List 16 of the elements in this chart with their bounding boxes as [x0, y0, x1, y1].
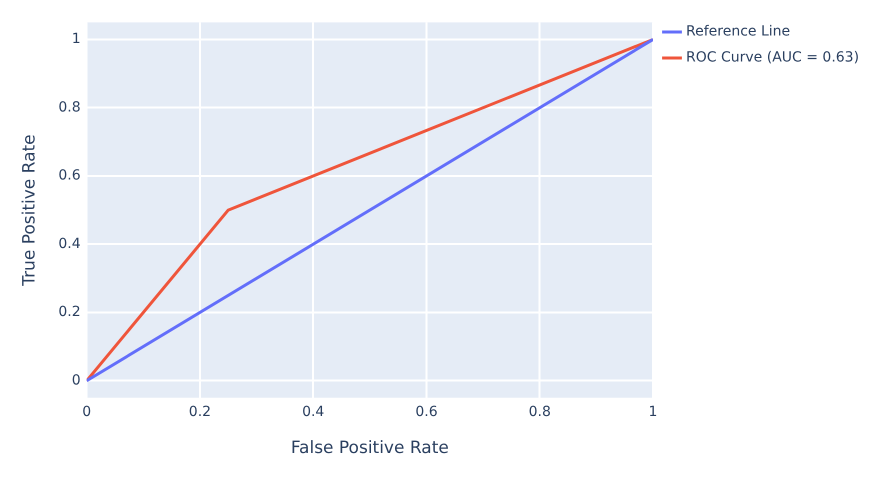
y-tick-label: 0.2	[58, 304, 81, 320]
y-axis-title: True Positive Rate	[20, 134, 40, 287]
x-tick-label: 1	[648, 404, 658, 420]
x-tick-label: 0	[82, 404, 92, 420]
y-tick-label: 0.4	[58, 236, 81, 252]
x-tick-label: 0.4	[302, 404, 324, 420]
x-axis-title: False Positive Rate	[290, 438, 449, 458]
legend-label: ROC Curve (AUC = 0.63)	[686, 50, 860, 66]
x-tick-label: 0.6	[415, 404, 438, 420]
y-tick-label: 0.6	[58, 168, 81, 184]
x-tick-label: 0.8	[528, 404, 551, 420]
y-tick-label: 1	[72, 31, 81, 48]
legend-label: Reference Line	[686, 24, 790, 40]
y-tick-label: 0	[72, 372, 81, 388]
y-tick-label: 0.8	[58, 99, 81, 116]
x-tick-label: 0.2	[188, 404, 212, 420]
